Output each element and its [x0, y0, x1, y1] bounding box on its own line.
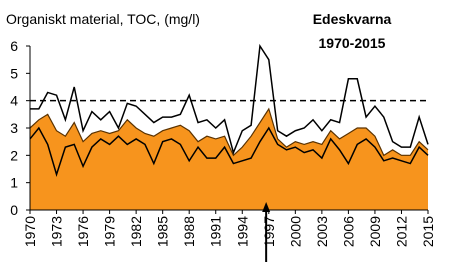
y-tick-label: 0 [10, 202, 18, 218]
x-tick-label: 1976 [75, 216, 91, 247]
x-tick-label: 2009 [367, 216, 383, 247]
area-outline [29, 107, 429, 157]
x-tick-label: 1982 [128, 216, 144, 247]
x-tick-label: 2003 [314, 216, 330, 247]
y-tick-label: 3 [10, 120, 18, 136]
x-tick-label: 1997 [261, 216, 277, 247]
annotation: 1970-2015 [319, 35, 386, 51]
y-tick-label: 1 [10, 175, 18, 191]
y-tick-label: 2 [10, 147, 18, 163]
x-tick-label: 1988 [181, 216, 197, 247]
y-tick-label: 6 [10, 38, 18, 54]
x-tick-label: 1991 [208, 216, 224, 247]
x-tick-label: 1973 [49, 216, 65, 247]
line [30, 43, 429, 155]
arrow-head [262, 202, 271, 212]
annotation: Edeskvarna [313, 11, 392, 27]
x-tick-label: 2015 [420, 216, 436, 247]
area [30, 108, 428, 210]
x-tick-label: 1970 [22, 216, 38, 247]
x-tick-label: 1979 [102, 216, 118, 247]
x-tick-label: 2000 [287, 216, 303, 247]
y-tick-label: 5 [10, 65, 18, 81]
y-tick-label: 4 [10, 93, 18, 109]
x-tick-label: 2006 [340, 216, 356, 247]
x-tick-label: 1994 [234, 216, 250, 247]
line [29, 126, 429, 178]
x-tick-label: 1985 [155, 216, 171, 247]
chart-title: Organiskt material, TOC, (mg/l) [6, 11, 200, 27]
x-tick-label: 2012 [393, 216, 409, 247]
